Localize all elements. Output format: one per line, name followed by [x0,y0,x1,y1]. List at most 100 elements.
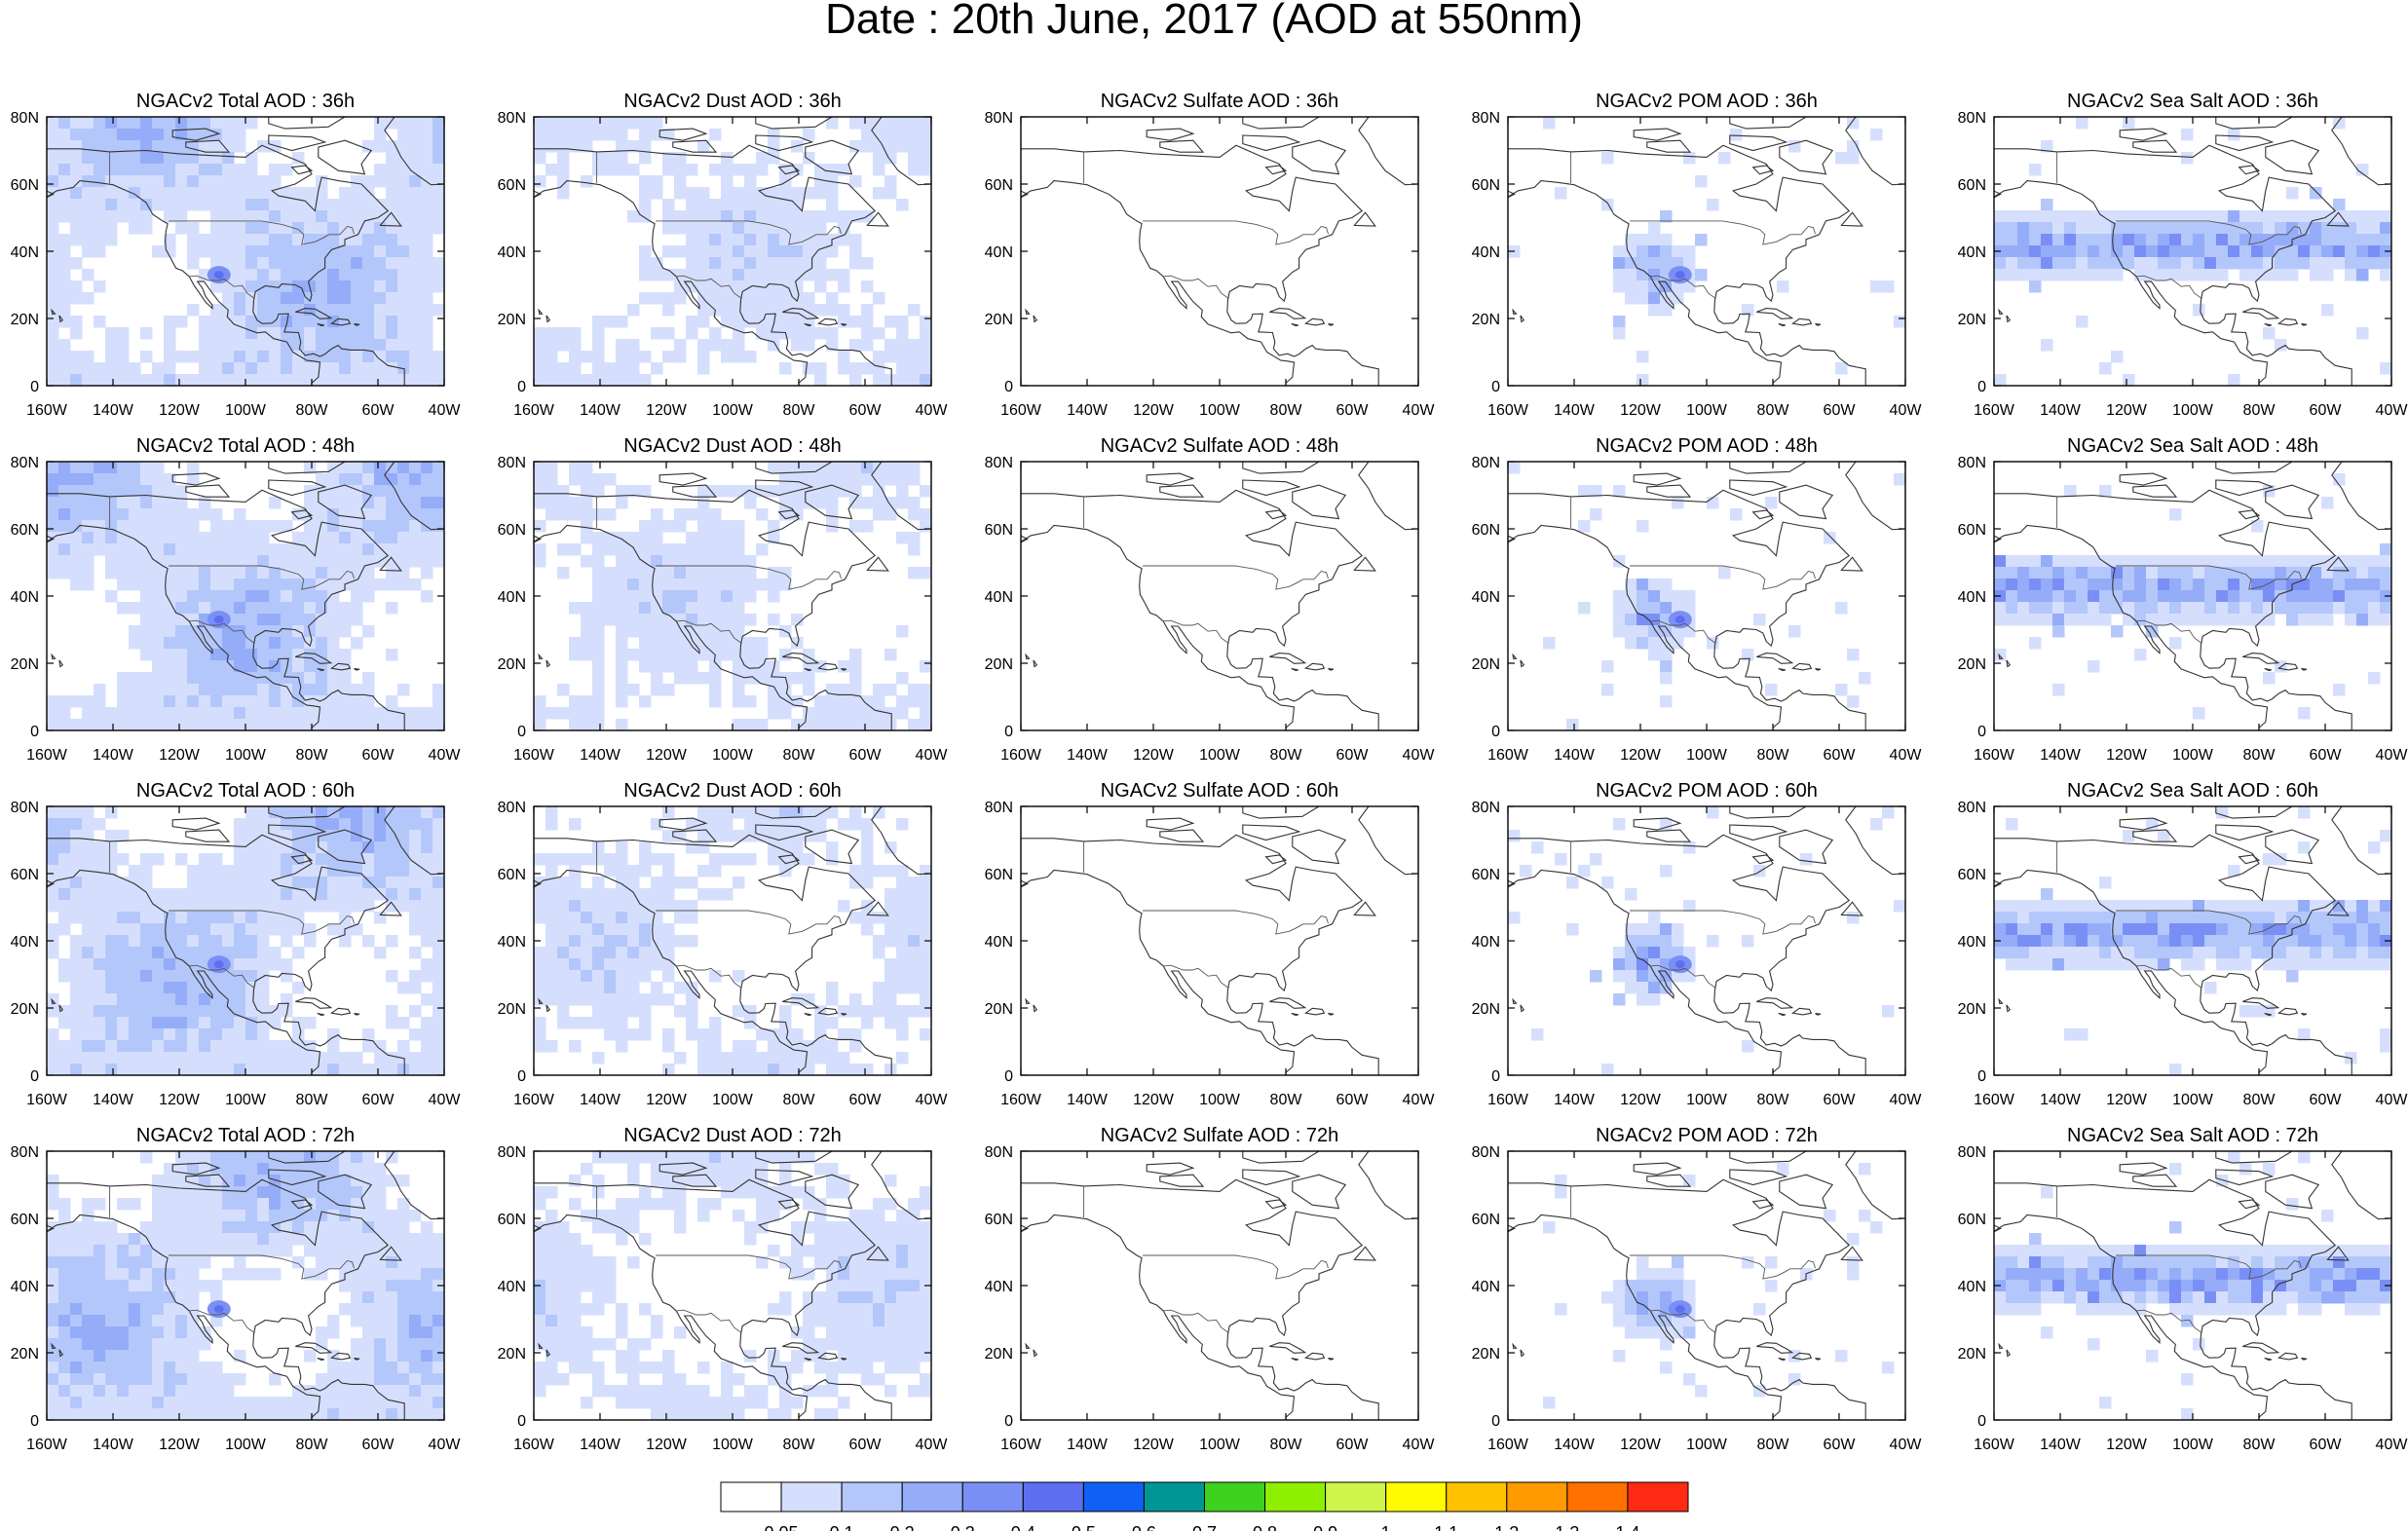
lat-tick-label: 80N [1958,800,1986,816]
panel-title: NGACv2 Sea Salt AOD : 60h [2067,780,2318,802]
lat-tick-label: 80N [1958,110,1986,127]
lat-tick-label: 80N [1472,455,1500,471]
coastline [1021,117,1418,386]
lat-tick-label: 80N [11,800,39,816]
lon-tick-label: 80W [296,402,329,419]
lat-tick-label: 40N [985,934,1013,951]
lon-tick-label: 160W [1974,747,2015,764]
lat-tick-label: 60N [985,522,1013,539]
lat-tick-label: 60N [11,867,39,883]
lat-tick-label: 80N [498,110,526,127]
lon-tick-label: 160W [1000,402,1042,419]
lon-tick-label: 60W [2310,402,2343,419]
panel-title: NGACv2 POM AOD : 72h [1596,1125,1818,1146]
lon-tick-label: 60W [1824,1437,1857,1453]
lon-tick-label: 160W [26,747,68,764]
aod-shading [534,462,931,730]
lon-tick-label: 80W [1757,747,1790,764]
coastline [1021,1151,1418,1420]
coastline [1021,806,1418,1075]
panel-title: NGACv2 POM AOD : 48h [1596,435,1818,457]
lon-tick-label: 140W [580,402,621,419]
aod-shading [47,117,444,386]
map-panel: NGACv2 Sea Salt AOD : 36h 160W 140W 120W 100… [1958,91,2408,419]
lat-tick-label: 60N [498,1212,526,1228]
lon-tick-label: 100W [225,402,267,419]
aod-shading [1021,117,1418,386]
map-panel: NGACv2 POM AOD : 60h 160W 140W 120W 100W 80W 6… [1472,780,1923,1108]
lon-tick-label: 140W [1554,402,1596,419]
lon-tick-label: 60W [362,402,395,419]
lon-tick-label: 40W [1403,1092,1436,1108]
lon-tick-label: 40W [916,402,949,419]
lat-tick-label: 20N [1958,656,1986,673]
lat-tick-label: 20N [985,1001,1013,1018]
lat-tick-label: 80N [498,455,526,471]
lat-tick-label: 80N [1472,110,1500,127]
lat-tick-label: 0 [517,379,526,395]
lon-tick-label: 40W [1403,747,1436,764]
aod-shading [1994,1151,2391,1420]
lat-tick-label: 80N [11,1144,39,1161]
lon-tick-label: 40W [429,1092,462,1108]
map-panel: NGACv2 Sulfate AOD : 60h 160W 140W 120W 100W… [985,780,1436,1108]
lon-tick-label: 160W [26,1437,68,1453]
lat-tick-label: 0 [30,379,39,395]
map-panel: NGACv2 Total AOD : 48h 160W 140W 120W 100W 80… [11,435,462,764]
lon-tick-label: 80W [783,747,816,764]
panel-title: NGACv2 Sulfate AOD : 60h [1101,780,1339,802]
lon-tick-label: 120W [646,1092,688,1108]
lat-tick-label: 60N [498,522,526,539]
aod-shading [1021,1151,1418,1420]
lon-tick-label: 100W [225,747,267,764]
lon-tick-label: 140W [1554,1092,1596,1108]
lon-tick-label: 120W [2106,1092,2148,1108]
lon-tick-label: 120W [159,1437,201,1453]
lon-tick-label: 80W [783,1092,816,1108]
lon-tick-label: 40W [2376,402,2408,419]
lat-tick-label: 60N [1958,1212,1986,1228]
lon-tick-label: 140W [93,402,134,419]
map-panel: NGACv2 Dust AOD : 72h 160W 140W 120W 100W 80W… [498,1125,949,1453]
aod-shading [534,806,931,1075]
lon-tick-label: 60W [849,402,883,419]
lat-tick-label: 40N [498,934,526,951]
lon-tick-label: 100W [225,1437,267,1453]
lat-tick-label: 20N [1472,312,1500,328]
lon-tick-label: 100W [2172,1092,2214,1108]
coastline [534,462,931,730]
lon-tick-label: 60W [1336,1437,1370,1453]
aod-shading [1994,117,2391,386]
lat-tick-label: 60N [985,1212,1013,1228]
figure-title: Date : 20th June, 2017 (AOD at 550nm) [825,0,1583,43]
lon-tick-label: 40W [429,747,462,764]
aod-shading [534,1151,931,1420]
panel-title: NGACv2 Total AOD : 48h [136,435,355,457]
aod-shading [1508,462,1905,730]
aod-shading [1508,1151,1905,1420]
lon-tick-label: 160W [1974,402,2015,419]
lat-tick-label: 0 [1491,379,1500,395]
coastline [1021,462,1418,730]
map-panel: NGACv2 Total AOD : 72h 160W 140W 120W 100W 80… [11,1125,462,1453]
lat-tick-label: 0 [1491,1413,1500,1430]
aod-shading [47,1151,444,1420]
aod-shading [47,462,444,730]
lat-tick-label: 20N [11,1001,39,1018]
lon-tick-label: 100W [712,1437,754,1453]
lon-tick-label: 120W [1133,1092,1175,1108]
lat-tick-label: 40N [1958,244,1986,261]
panel-title: NGACv2 POM AOD : 60h [1596,780,1818,802]
lat-tick-label: 80N [11,110,39,127]
lat-tick-label: 0 [30,1068,39,1085]
aod-shading [1508,806,1905,1075]
lat-tick-label: 20N [985,1346,1013,1363]
lat-tick-label: 0 [1004,1068,1013,1085]
lat-tick-label: 40N [1472,244,1500,261]
coastline [1994,1151,2391,1420]
lon-tick-label: 120W [159,402,201,419]
lat-tick-label: 40N [1472,1279,1500,1295]
lon-tick-label: 120W [159,1092,201,1108]
lat-tick-label: 40N [11,934,39,951]
lon-tick-label: 140W [2040,1092,2082,1108]
